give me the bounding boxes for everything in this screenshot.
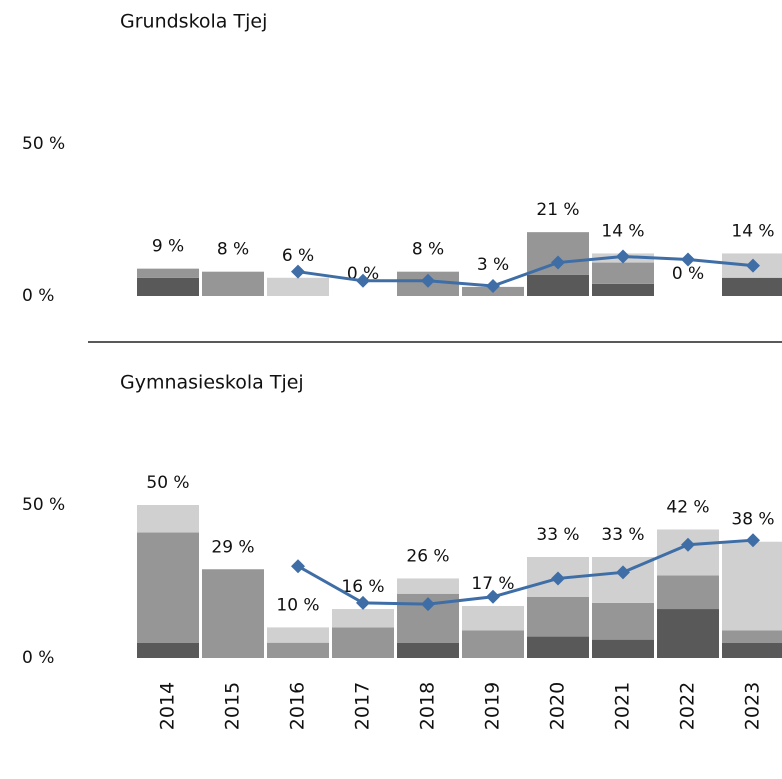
bar-segment [397,578,459,594]
line-marker [616,249,630,264]
bar-segment [592,283,654,296]
line-marker [486,278,500,293]
bar-segment [722,630,782,643]
value-label: 38 % [731,510,774,530]
bar-segment [592,639,654,658]
line-marker [681,537,695,552]
line-marker [356,595,370,610]
line-marker [486,589,500,604]
bar-segment [202,569,264,658]
line-marker [356,273,370,288]
line-marker [551,255,565,270]
bar-segment [267,642,329,658]
x-tick-label: 2023 [742,682,764,730]
value-label: 16 % [341,577,384,597]
bar-segment [592,602,654,640]
bar-segment [462,605,524,631]
value-label: 26 % [406,546,449,566]
value-label: 29 % [211,537,254,557]
x-tick-label: 2014 [157,682,179,730]
value-label: 50 % [146,473,189,493]
line-marker [616,565,630,580]
line-marker [291,264,305,279]
bar-segment [657,609,719,658]
value-label: 14 % [731,221,774,241]
bar-segment [592,262,654,284]
bar-segment [397,642,459,658]
x-tick-label: 2016 [287,682,309,730]
bar-segment [137,642,199,658]
line [297,254,754,288]
bar-segment [267,277,329,296]
line-marker [291,559,305,574]
x-tick-label: 2017 [352,682,374,730]
bar-segment [527,274,589,296]
bar-segment [137,532,199,643]
bar-segment [137,268,199,278]
bar-segment [462,630,524,658]
bar-segment [332,609,394,628]
x-tick-label: 2015 [222,682,244,730]
bar-segment [722,541,782,631]
y-tick-label: 50 % [22,134,65,154]
bar-segment [267,627,329,643]
bar-segment [332,627,394,658]
bar-segment [527,636,589,658]
x-tick-label: 2021 [612,682,634,730]
bar-segment [722,277,782,296]
value-label: 33 % [536,525,579,545]
y-tick-label: 50 % [22,495,65,515]
y-tick-label: 0 % [22,286,54,306]
bar-segment [137,277,199,296]
line-marker [746,533,760,548]
bar-segment [657,575,719,610]
line [297,538,754,606]
value-label: 8 % [412,240,444,260]
x-tick-label: 2020 [547,682,569,730]
value-label: 17 % [471,574,514,594]
value-label: 10 % [276,595,319,615]
y-tick-label: 0 % [22,648,54,668]
x-tick-label: 2018 [417,682,439,730]
line-marker [421,273,435,288]
bar-segment [527,596,589,637]
value-label: 9 % [152,237,184,257]
bar-segment [202,271,264,296]
chart-title: Grundskola Tjej [120,11,267,33]
bar-segment [137,505,199,533]
x-tick-label: 2022 [677,682,699,730]
line-marker [681,252,695,267]
value-label: 0 % [672,264,704,284]
value-label: 42 % [666,497,709,517]
chart-title: Gymnasieskola Tjej [120,372,304,394]
line-marker [421,597,435,612]
value-label: 8 % [217,240,249,260]
value-label: 33 % [601,525,644,545]
value-label: 3 % [477,255,509,275]
bar-segment [722,642,782,658]
line-marker [551,571,565,586]
x-tick-label: 2019 [482,682,504,730]
value-label: 6 % [282,246,314,266]
line-marker [746,258,760,273]
value-label: 14 % [601,221,644,241]
value-label: 21 % [536,200,579,220]
